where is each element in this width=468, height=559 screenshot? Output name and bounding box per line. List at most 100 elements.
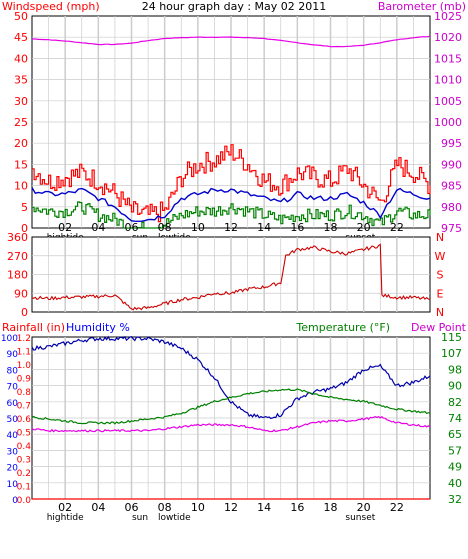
rainfall-tick-label: 0.0 — [17, 496, 32, 506]
temperature-tick-label: 107 — [441, 347, 462, 360]
rainfall-tick-label: 0.9 — [17, 375, 32, 385]
barometer-tick-label: 985 — [441, 180, 462, 193]
hour-tick-label: 04 — [91, 501, 105, 514]
hour-tick-label: 16 — [290, 221, 304, 234]
rainfall-tick-label: 0.4 — [17, 442, 32, 452]
rainfall-axis-label: Rainfall (in) — [2, 321, 65, 334]
temperature-tick-label: 74 — [448, 412, 462, 425]
direction-tick-label: 360 — [7, 231, 28, 244]
series-temperature-f- — [31, 388, 431, 425]
panel-temp-grid — [32, 337, 430, 499]
compass-tick-label: W — [435, 250, 446, 263]
windspeed-tick-label: 30 — [14, 95, 28, 108]
rainfall-tick-label: 1.0 — [17, 361, 32, 371]
direction-tick-label: 0 — [21, 306, 28, 319]
rainfall-ticks: 0.0 0.1 0.2 0.3 0.4 0.5 0.6 0.7 0.8 0.9 1.0 1.1 1.2 — [17, 334, 32, 506]
panel-temp-series — [31, 335, 431, 500]
panel-wind-series — [31, 35, 431, 229]
hour-tick-label: 18 — [324, 221, 338, 234]
hour-tick-label: 12 — [224, 501, 238, 514]
barometer-tick-label: 1025 — [434, 10, 462, 23]
series-barometer-mb- — [31, 35, 431, 48]
temperature-tick-label: 82 — [448, 396, 462, 409]
barometer-tick-label: 1005 — [434, 95, 462, 108]
rainfall-tick-label: 0.3 — [17, 456, 31, 466]
annotation-lowtide: lowtide — [158, 513, 191, 523]
barometer-tick-label: 995 — [441, 137, 462, 150]
windspeed-axis-label: Windspeed (mph) — [2, 0, 100, 13]
hour-tick-label: 22 — [390, 221, 404, 234]
windspeed-tick-label: 25 — [14, 116, 28, 129]
humidity-tick-label: 100 — [1, 334, 18, 344]
compass-tick-label: N — [436, 306, 444, 319]
direction-tick-label: 270 — [7, 250, 28, 263]
compass-tick-label: E — [437, 287, 444, 300]
hour-tick-label: 20 — [357, 221, 371, 234]
temperature-tick-label: 49 — [448, 461, 462, 474]
annotation-hightide: hightide — [47, 513, 84, 523]
direction-tick-label: 180 — [7, 269, 28, 282]
barometer-tick-label: 1015 — [434, 52, 462, 65]
hour-tick-label: 18 — [324, 501, 338, 514]
temperature-tick-label: 32 — [448, 493, 462, 506]
temperature-tick-label: 40 — [448, 477, 462, 490]
humidity-tick-label: 0 — [12, 496, 18, 506]
panel-wind-x-ticks: 02 04 06 08 10 12 14 16 18 20 22 — [58, 221, 404, 234]
humidity-tick-label: 50 — [7, 415, 19, 425]
rainfall-tick-label: 0.8 — [17, 388, 32, 398]
windspeed-tick-label: 20 — [14, 137, 28, 150]
rainfall-tick-label: 0.5 — [17, 429, 31, 439]
hour-tick-label: 10 — [191, 501, 205, 514]
hour-tick-label: 04 — [91, 221, 105, 234]
series-wind-low — [32, 201, 431, 229]
humidity-tick-label: 30 — [7, 447, 19, 457]
barometer-axis-label: Barometer (mb) — [378, 0, 466, 13]
humidity-tick-label: 40 — [7, 431, 19, 441]
compass-tick-label: S — [437, 269, 444, 282]
hour-tick-label: 14 — [257, 501, 271, 514]
windspeed-tick-label: 5 — [21, 201, 28, 214]
hour-tick-label: 20 — [357, 501, 371, 514]
humidity-axis-label: Humidity % — [66, 321, 130, 334]
barometer-tick-label: 990 — [441, 158, 462, 171]
hour-tick-label: 06 — [125, 221, 139, 234]
hour-tick-label: 14 — [257, 221, 271, 234]
hour-tick-label: 06 — [125, 501, 139, 514]
rainfall-tick-label: 1.1 — [17, 348, 31, 358]
series-windspeed-mph- — [32, 144, 431, 223]
direction-tick-label: 90 — [14, 287, 28, 300]
panel-direction-grid — [32, 237, 430, 312]
series-wind-direction — [31, 243, 431, 311]
temperature-tick-label: 98 — [448, 363, 462, 376]
annotation-sunset: sunset — [345, 513, 375, 523]
direction-degree-ticks: 0 90 180 270 360 — [7, 231, 28, 319]
barometer-tick-label: 1010 — [434, 74, 462, 87]
graph-title: 24 hour graph day : May 02 2011 — [142, 0, 327, 13]
rainfall-tick-label: 0.1 — [17, 483, 31, 493]
windspeed-tick-label: 50 — [14, 10, 28, 23]
temperature-tick-label: 90 — [448, 380, 462, 393]
windspeed-tick-label: 0 — [21, 222, 28, 235]
barometer-tick-label: 975 — [441, 222, 462, 235]
humidity-tick-label: 20 — [7, 464, 19, 474]
windspeed-tick-label: 35 — [14, 74, 28, 87]
humidity-ticks: 0 10 20 30 40 50 60 70 80 90 100 — [1, 334, 18, 506]
humidity-tick-label: 90 — [7, 350, 19, 360]
humidity-tick-label: 70 — [7, 383, 19, 393]
barometer-tick-label: 1000 — [434, 116, 462, 129]
panel-temp-x-ticks: 02 04 06 08 10 12 14 16 18 20 22 — [58, 501, 404, 514]
humidity-tick-label: 10 — [7, 480, 19, 490]
humidity-tick-label: 80 — [7, 366, 19, 376]
series-wind-average — [31, 187, 431, 223]
dewpoint-axis-label: Dew Point — [411, 321, 467, 334]
windspeed-ticks: 0 5 10 15 20 25 30 35 40 45 50 — [14, 10, 28, 235]
compass-tick-label: N — [436, 231, 444, 244]
series-humidity- — [31, 335, 431, 420]
windspeed-tick-label: 15 — [14, 158, 28, 171]
hour-tick-label: 12 — [224, 221, 238, 234]
hour-tick-label: 22 — [390, 501, 404, 514]
windspeed-tick-label: 45 — [14, 31, 28, 44]
temperature-ticks: 32 40 49 57 65 74 82 90 98 107 115 — [441, 331, 462, 506]
hour-tick-label: 02 — [58, 501, 72, 514]
hour-tick-label: 16 — [290, 501, 304, 514]
